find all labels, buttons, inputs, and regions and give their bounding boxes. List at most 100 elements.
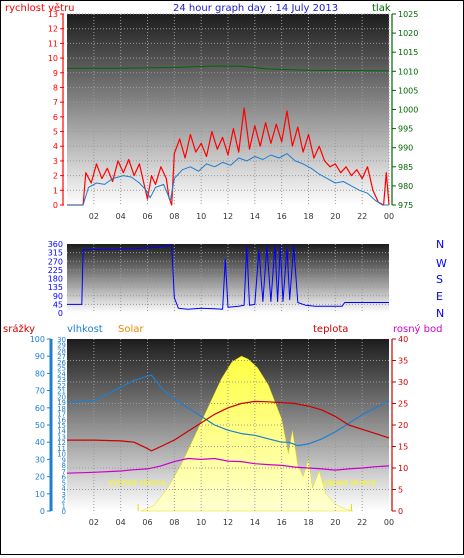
rain-y-tick-label: 28: [57, 347, 66, 355]
rain-y-tick-label: 2: [62, 497, 66, 505]
pressure-y-tick-label: 1010: [398, 67, 418, 76]
hour-tick-label: 14: [250, 212, 260, 221]
rain-y-tick-label: 20: [57, 393, 66, 401]
rain-y-tick-label: 18: [57, 405, 66, 413]
wind-pressure-panel: 0123456789101112139759809859909951000100…: [48, 10, 419, 221]
rain-y-tick-label: 6: [62, 474, 67, 482]
temperature-y-tick-label: 20: [398, 421, 408, 430]
temperature-y-tick-label: 15: [398, 443, 408, 452]
humidity-y-tick-label: 70: [35, 387, 45, 396]
humidity-y-tick-label: 0: [40, 507, 45, 516]
pressure-y-tick-label: 1020: [398, 29, 418, 38]
rain-y-tick-label: 24: [57, 370, 66, 378]
hour-tick-label-bottom: 06: [142, 518, 152, 527]
pressure-y-tick-label: 1025: [398, 10, 418, 19]
solar-area: [140, 355, 353, 512]
wind-y-tick-label: 12: [48, 25, 58, 34]
humidity-y-tick-label: 50: [35, 421, 45, 430]
rain-y-tick-label: 17: [57, 411, 66, 419]
rain-y-tick-label: 14: [57, 428, 66, 436]
chart-title: 24 hour graph day : 14 July 2013: [173, 3, 338, 14]
hour-tick-label: 02: [89, 212, 99, 221]
humidity-y-tick-label: 80: [35, 369, 45, 378]
pressure-y-tick-label: 980: [398, 182, 413, 191]
humidity-axis-label: vlhkost: [67, 324, 103, 335]
wind-y-tick-label: 13: [48, 10, 58, 19]
direction-y-tick-label: 135: [48, 283, 63, 292]
hour-tick-label-bottom: 22: [357, 518, 367, 527]
rain-y-tick-label: 5: [62, 479, 66, 487]
pressure-y-tick-label: 1000: [398, 106, 418, 115]
hour-tick-label: 12: [223, 212, 233, 221]
pressure-line: [67, 65, 390, 72]
rain-y-tick-label: 22: [57, 382, 66, 390]
rain-y-tick-label: 23: [57, 376, 66, 384]
rain-y-tick-label: 12: [57, 439, 66, 447]
humidity-y-tick-label: 10: [35, 490, 45, 499]
wind-gust-line: [67, 107, 390, 206]
temperature-y-tick-label: 35: [398, 357, 408, 366]
hour-tick-label-bottom: 02: [89, 518, 99, 527]
climate-panel: 0123456789101112131415161718192021222324…: [30, 335, 408, 527]
humidity-y-tick-label: 60: [35, 404, 45, 413]
rain-y-tick-label: 29: [57, 342, 66, 350]
rain-y-tick-label: 8: [62, 462, 66, 470]
wind-y-tick-label: 7: [53, 98, 58, 107]
temperature-y-tick-label: 0: [398, 507, 403, 516]
compass-w: W: [436, 257, 447, 270]
rain-y-tick-label: 1: [62, 502, 66, 510]
hour-tick-label: 22: [357, 212, 367, 221]
wind-axis-label: rychlost větru: [5, 2, 75, 14]
wind-y-tick-label: 5: [53, 128, 58, 137]
temperature-line: [67, 400, 390, 452]
wind-y-tick-label: 0: [53, 201, 58, 210]
rain-y-tick-label: 11: [57, 445, 66, 453]
hour-tick-label-bottom: 16: [277, 518, 287, 527]
direction-y-tick-label: 270: [48, 257, 63, 266]
compass-e: E: [436, 290, 443, 303]
hour-tick-label: 00: [384, 212, 394, 221]
pressure-y-tick-label: 990: [398, 144, 413, 153]
rain-y-tick-label: 3: [62, 491, 66, 499]
wind-y-tick-label: 10: [48, 54, 58, 63]
hour-tick-label: 08: [169, 212, 179, 221]
dew-point-label: rosný bod: [393, 323, 442, 335]
hour-tick-label: 04: [116, 212, 126, 221]
rain-y-tick-label: 25: [57, 365, 66, 373]
hour-tick-label: 18: [303, 212, 313, 221]
compass-s: S: [436, 273, 443, 286]
direction-y-tick-label: 180: [48, 275, 63, 284]
rain-y-tick-label: 19: [57, 399, 66, 407]
wind-y-tick-label: 6: [53, 113, 58, 122]
dew-point-line: [66, 457, 390, 474]
humidity-y-tick-label: 20: [35, 473, 45, 482]
direction-y-tick-label: 0: [58, 309, 63, 318]
temperature-axis-label: teplota: [313, 324, 348, 335]
rain-y-tick-label: 9: [62, 456, 66, 464]
wind-y-tick-label: 9: [53, 69, 58, 78]
wind-y-tick-label: 11: [48, 39, 58, 48]
rain-axis-label: srážky: [3, 323, 35, 335]
rain-y-tick-label: 0: [62, 508, 66, 516]
compass-n-top: N: [436, 238, 444, 251]
rain-y-tick-label: 7: [62, 468, 66, 476]
hour-tick-label-bottom: 14: [250, 518, 260, 527]
wind-direction-line: [67, 244, 389, 310]
wind-y-tick-label: 8: [53, 83, 58, 92]
rain-y-tick-label: 4: [62, 485, 67, 493]
pressure-y-tick-label: 995: [398, 125, 413, 134]
wind-y-tick-label: 2: [53, 172, 58, 181]
humidity-line: [66, 374, 390, 447]
rain-y-tick-label: 10: [57, 451, 66, 459]
pressure-y-tick-label: 975: [398, 201, 413, 210]
rain-y-tick-label: 15: [57, 422, 66, 430]
hour-tick-label: 16: [277, 212, 287, 221]
hour-tick-label-bottom: 08: [169, 518, 179, 527]
wind-y-tick-label: 3: [53, 157, 58, 166]
hour-tick-label-bottom: 12: [223, 518, 233, 527]
direction-y-tick-label: 90: [53, 292, 63, 301]
compass-labels: N W S E N: [436, 238, 447, 320]
rain-y-tick-label: 13: [57, 433, 66, 441]
